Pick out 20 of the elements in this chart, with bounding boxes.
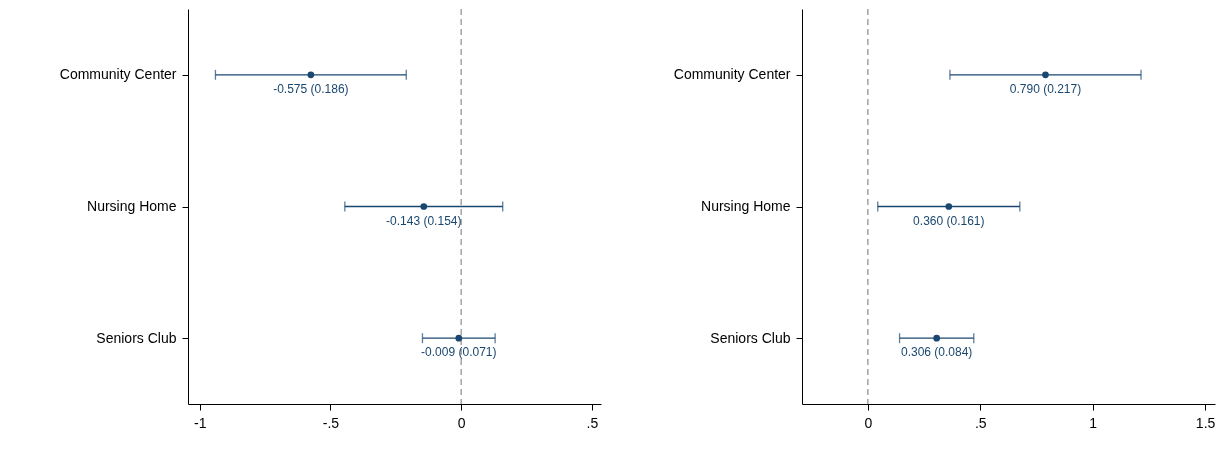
x-tick-label: .5 xyxy=(586,414,599,431)
x-tick-label: -1 xyxy=(194,414,207,431)
x-tick-label: 0 xyxy=(457,414,466,431)
y-tick-label: Nursing Home xyxy=(701,198,791,214)
y-tick-label: Seniors Club xyxy=(710,329,791,346)
data-label: 0.790 (0.217) xyxy=(1009,81,1082,96)
x-tick-label: -.5 xyxy=(322,414,340,431)
data-label: -0.575 (0.186) xyxy=(273,81,349,96)
y-tick-label: Seniors Club xyxy=(96,329,177,346)
x-tick-label: .5 xyxy=(974,414,987,431)
y-tick-label: Community Center xyxy=(59,66,177,83)
x-tick-label: 1 xyxy=(1089,414,1098,431)
data-label: 0.306 (0.084) xyxy=(900,345,973,360)
data-label: -0.143 (0.154) xyxy=(386,213,462,228)
x-tick-label: 0 xyxy=(864,414,873,431)
data-label: 0.360 (0.161) xyxy=(913,213,985,228)
y-tick-label: Nursing Home xyxy=(87,198,177,214)
x-tick-label: 1.5 xyxy=(1195,414,1216,431)
data-label: -0.009 (0.071) xyxy=(421,345,497,360)
y-tick-label: Community Center xyxy=(673,66,791,83)
